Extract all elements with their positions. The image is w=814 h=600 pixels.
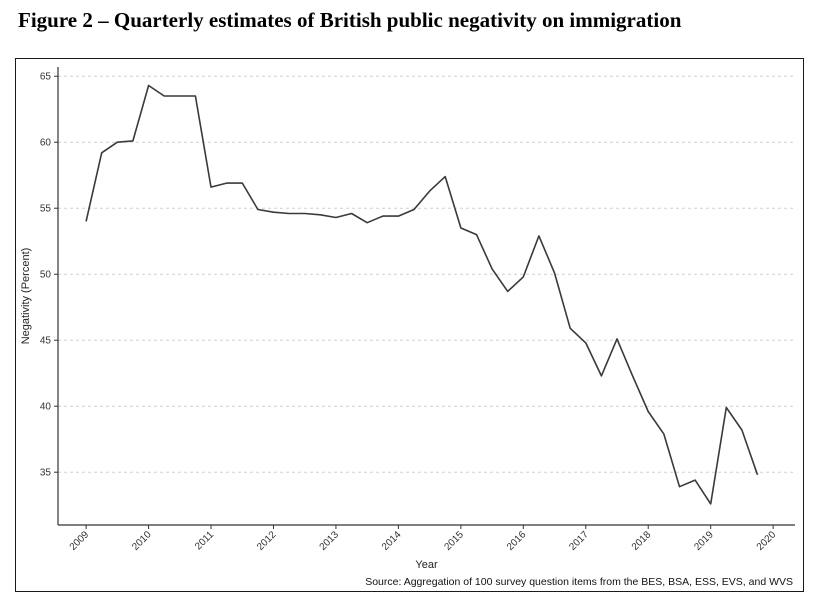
data-point (474, 232, 479, 237)
x-tick-label: 2010 (130, 529, 154, 553)
x-tick-label: 2018 (630, 529, 654, 553)
data-point (521, 274, 526, 279)
x-tick-label: 2009 (68, 529, 92, 553)
y-tick-label: 40 (40, 402, 52, 413)
data-point (412, 207, 417, 212)
data-point (693, 478, 698, 483)
y-axis-title: Negativity (Percent) (20, 248, 32, 345)
x-tick-label: 2013 (318, 529, 342, 553)
y-tick-label: 35 (40, 468, 52, 479)
x-tick-label: 2019 (692, 529, 716, 553)
data-point (177, 94, 182, 99)
data-point (661, 431, 666, 436)
data-point (739, 427, 744, 432)
y-tick-label: 65 (40, 72, 52, 83)
data-point (130, 138, 135, 143)
data-point (209, 185, 214, 190)
data-point (583, 340, 588, 345)
data-point (677, 484, 682, 489)
data-point (536, 233, 541, 238)
data-series (84, 83, 760, 506)
data-point (255, 207, 260, 212)
data-point (333, 215, 338, 220)
series-line (85, 84, 759, 505)
data-point (318, 212, 323, 217)
data-point (490, 266, 495, 271)
data-point (724, 405, 729, 410)
y-tick-label: 45 (40, 336, 52, 347)
x-tick-label: 2017 (567, 529, 591, 553)
figure-title: Figure 2 – Quarterly estimates of Britis… (18, 8, 682, 32)
data-point (302, 211, 307, 216)
x-tick-label: 2011 (193, 529, 216, 552)
data-point (427, 189, 432, 194)
data-point (396, 214, 401, 219)
data-point (568, 326, 573, 331)
data-point (630, 373, 635, 378)
source-note: Source: Aggregation of 100 survey questi… (365, 576, 793, 588)
data-point (162, 94, 167, 99)
y-tick-label: 50 (40, 270, 52, 281)
data-point (287, 211, 292, 216)
x-tick-label: 2016 (505, 529, 529, 553)
data-point (755, 472, 760, 477)
y-tick-label: 55 (40, 204, 52, 215)
data-point (505, 289, 510, 294)
data-point (599, 373, 604, 378)
data-point (380, 214, 385, 219)
data-point (99, 150, 104, 155)
data-point (240, 181, 245, 186)
data-point (614, 336, 619, 341)
chart-frame: 35 40 45 50 55 60 65 2009 2010 2011 2012 2013 2014 2… (15, 58, 804, 592)
axes (57, 67, 795, 526)
gridlines (58, 75, 795, 473)
data-point (458, 226, 463, 231)
data-point (271, 210, 276, 215)
data-point (349, 211, 354, 216)
data-point (646, 409, 651, 414)
x-tick-label: 2014 (380, 529, 404, 553)
x-tick-label: 2012 (255, 529, 279, 553)
data-point (146, 83, 151, 88)
data-point (708, 501, 713, 506)
y-tick-labels: 35 40 45 50 55 60 65 (40, 72, 58, 479)
x-axis-title: Year (415, 559, 438, 571)
x-tick-labels: 2009 2010 2011 2012 2013 2014 2015 2016 2017 2018… (68, 525, 779, 553)
data-point (193, 94, 198, 99)
data-point (84, 219, 89, 224)
data-point (224, 181, 229, 186)
x-tick-label: 2020 (755, 529, 779, 553)
data-point (552, 270, 557, 275)
x-tick-label: 2015 (442, 529, 466, 553)
y-tick-label: 60 (40, 138, 52, 149)
data-point (443, 174, 448, 179)
data-point (365, 220, 370, 225)
data-point (115, 140, 120, 145)
